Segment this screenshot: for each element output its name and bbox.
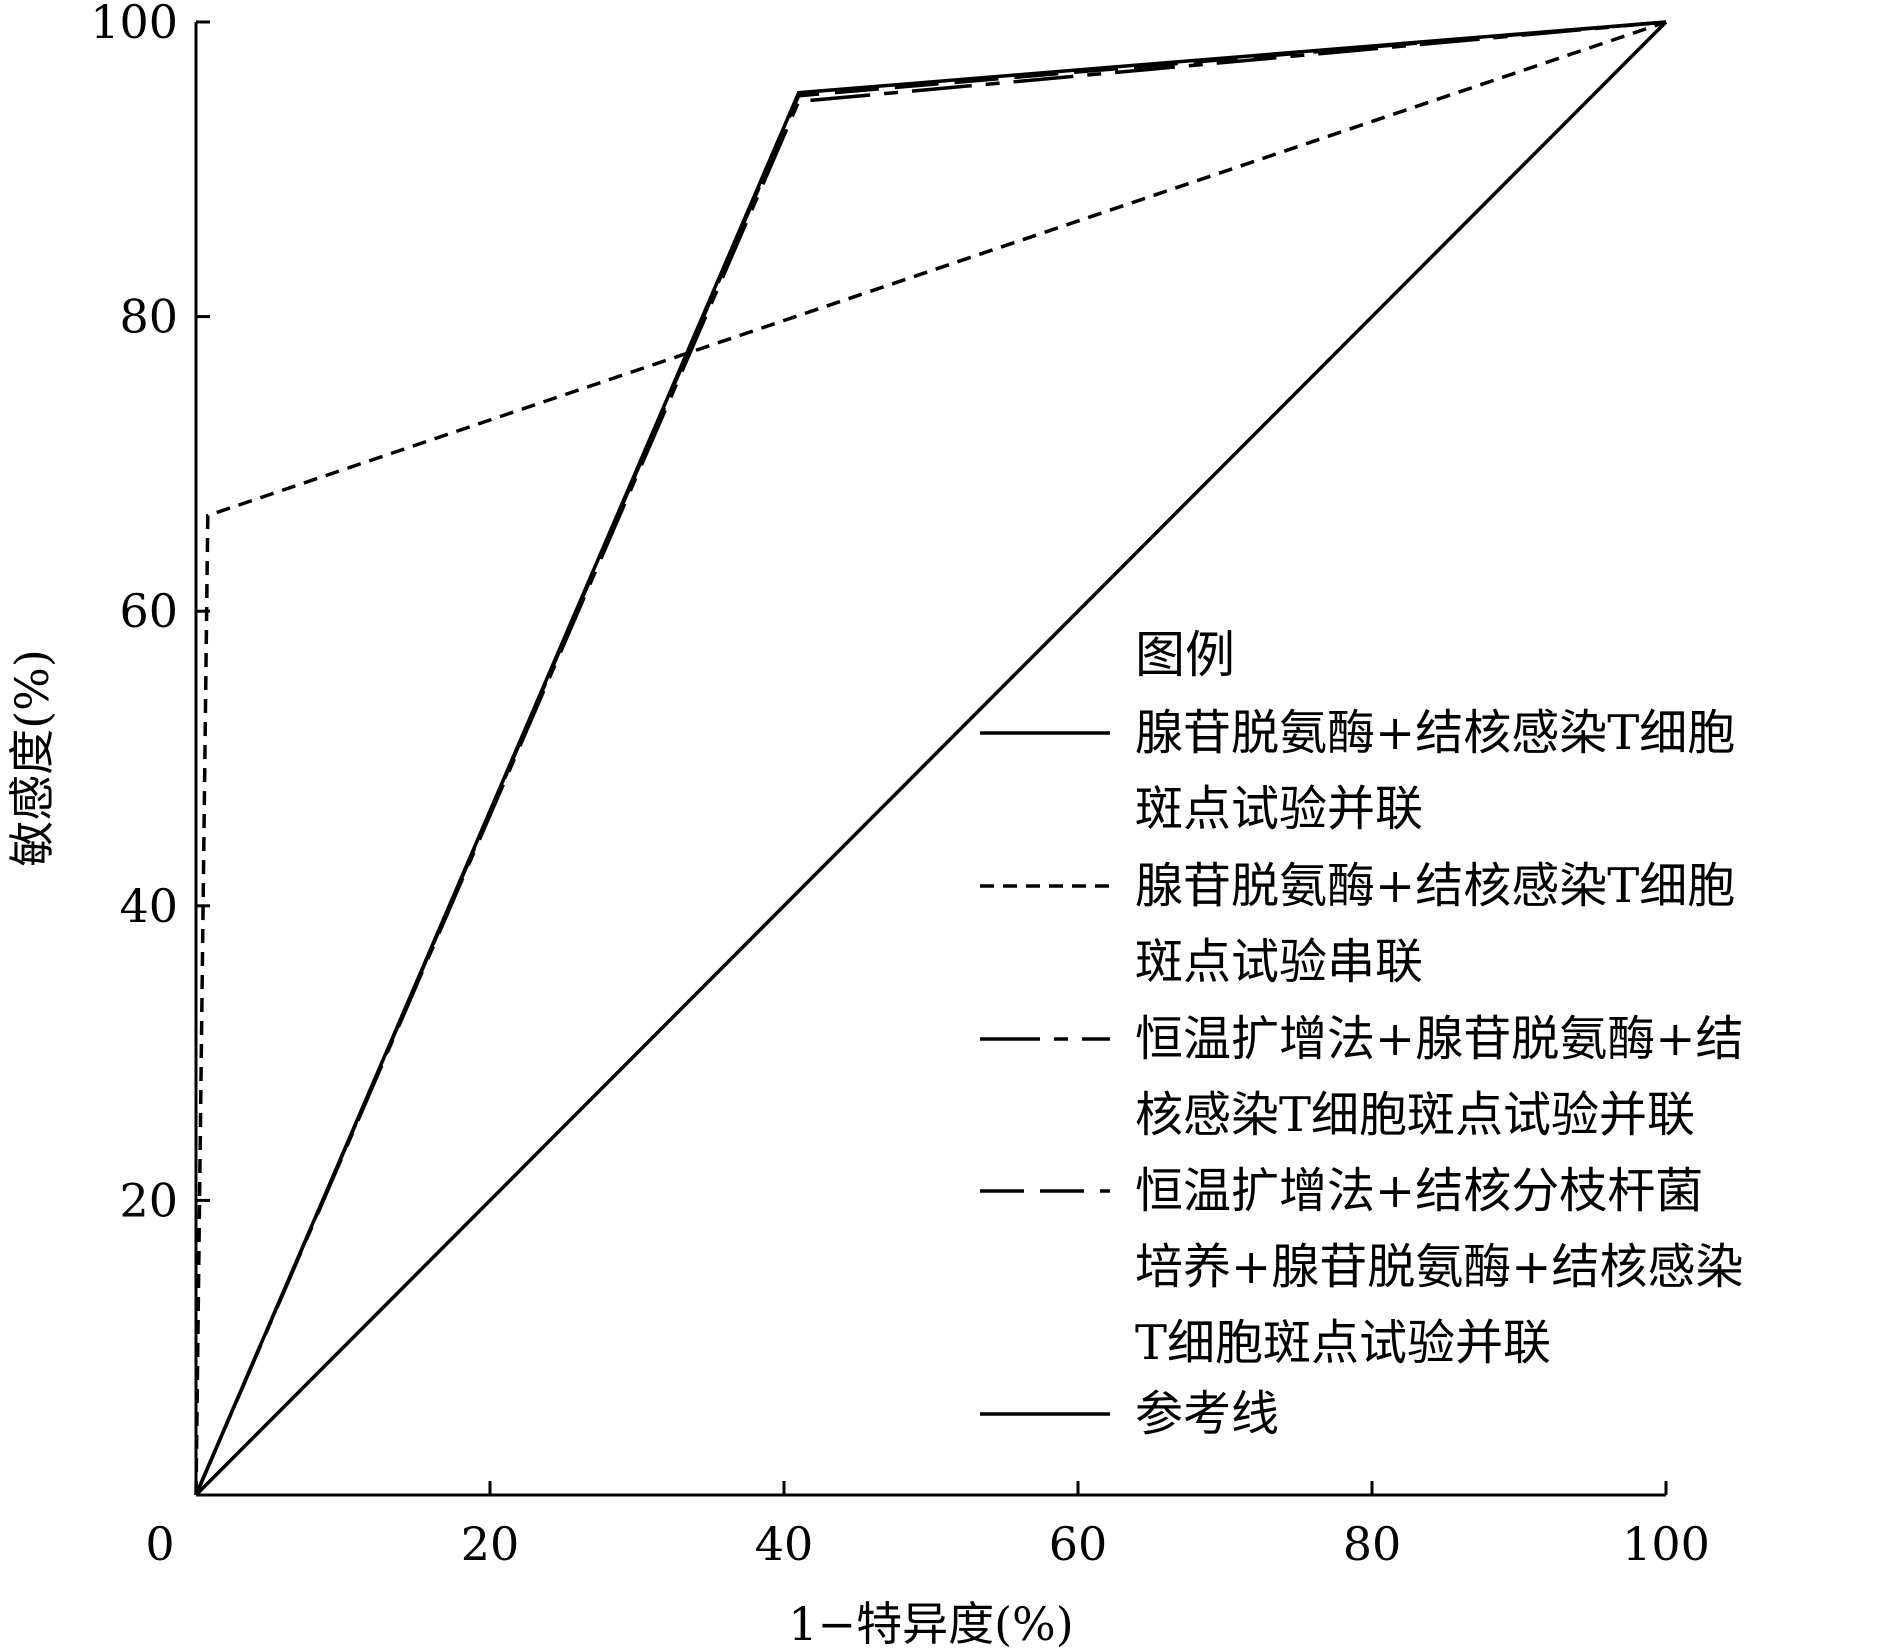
series-layer [194,20,1668,1497]
y-tick-label: 40 [119,879,178,933]
legend-label-3: 核感染T细胞斑点试验并联 [1135,1087,1695,1143]
x-tick-label: 0 [145,1517,174,1571]
legend-label-2: 斑点试验串联 [1135,934,1423,990]
legend-label-1: 腺苷脱氨酶+结核感染T细胞 [1135,705,1735,761]
legend-label-4: 培养+腺苷脱氨酶+结核感染 [1135,1239,1743,1295]
x-axis-title: 1−特异度(%) [788,1597,1073,1650]
x-tick-label: 80 [1343,1517,1402,1571]
legend-items: 腺苷脱氨酶+结核感染T细胞斑点试验并联腺苷脱氨酶+结核感染T细胞斑点试验串联恒温… [980,705,1743,1442]
legend-title: 图例 [1135,626,1235,684]
plot-axes [194,22,1666,1497]
y-tick-label: 20 [119,1173,178,1227]
y-tick-label: 80 [119,290,178,344]
y-axis-title: 敏感度(%) [5,649,59,867]
legend-label-3: 恒温扩增法+腺苷脱氨酶+结 [1135,1011,1743,1067]
legend-label-4: 恒温扩增法+结核分枝杆菌 [1135,1163,1703,1219]
legend-label-2: 腺苷脱氨酶+结核感染T细胞 [1135,858,1735,914]
legend-label-4: T细胞斑点试验并联 [1135,1315,1551,1371]
x-tick-label: 60 [1049,1517,1108,1571]
x-ticks: 0 20 40 60 80 100 [145,1481,1710,1571]
y-tick-label: 60 [119,584,178,638]
series-line-5 [194,20,1668,1497]
legend: 图例 腺苷脱氨酶+结核感染T细胞斑点试验并联腺苷脱氨酶+结核感染T细胞斑点试验串… [980,626,1743,1442]
x-tick-label: 100 [1622,1517,1710,1571]
x-tick-label: 20 [461,1517,520,1571]
y-tick-label: 100 [90,0,178,49]
series-line-4 [194,20,1667,1496]
series-line-3 [194,20,1667,1496]
series-line-2 [194,20,1667,1496]
legend-label-5: 参考线 [1135,1386,1279,1442]
y-ticks: 20 40 60 80 100 [90,0,210,1227]
legend-label-1: 斑点试验并联 [1135,781,1423,837]
x-tick-label: 40 [755,1517,814,1571]
